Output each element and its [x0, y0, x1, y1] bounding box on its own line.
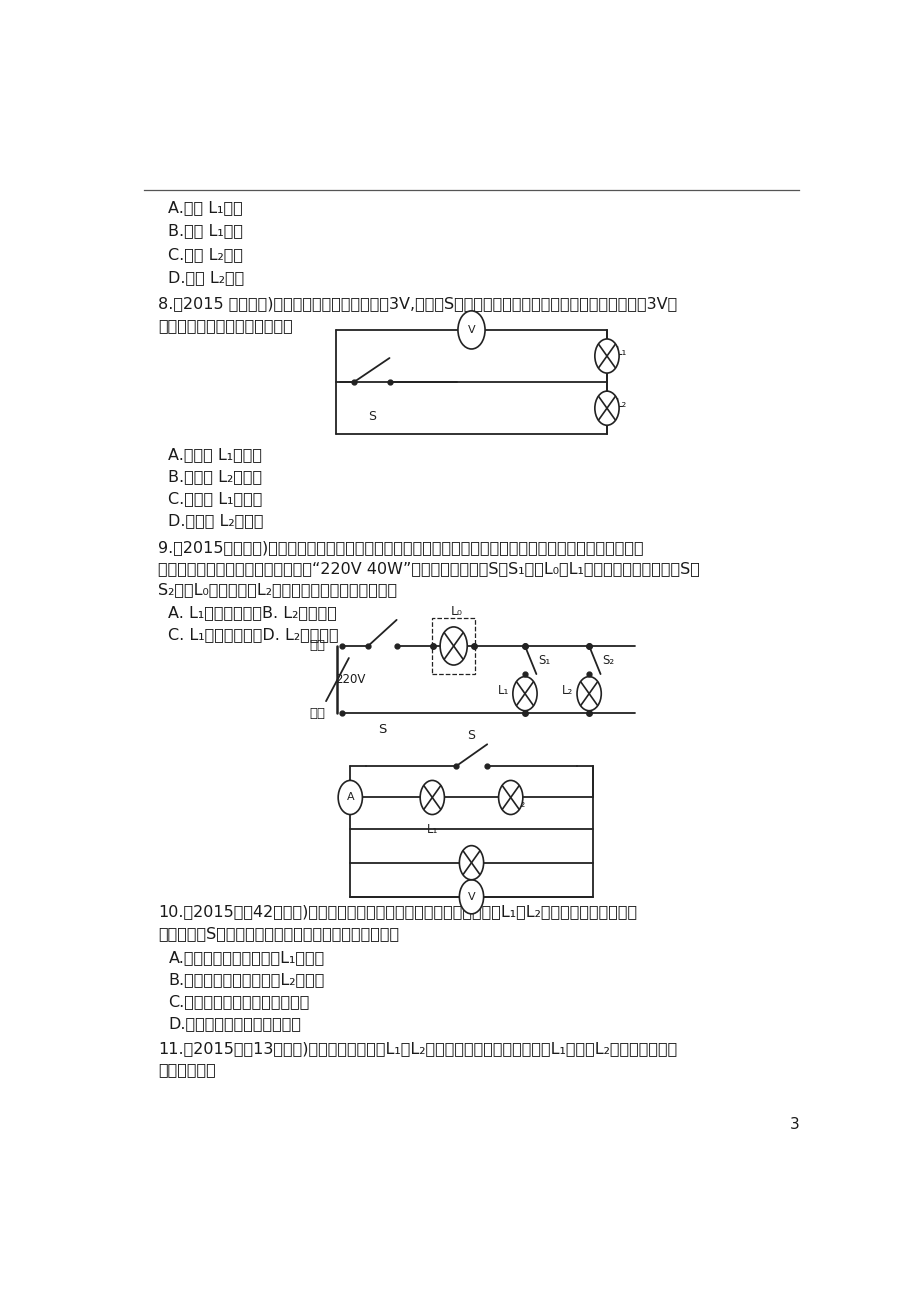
Text: C.　灯 L₂断路: C. 灯 L₂断路	[168, 246, 244, 262]
Circle shape	[439, 627, 467, 665]
Bar	[432, 618, 474, 674]
Text: B.　电压表有示数，灯泡L₂不发光: B. 电压表有示数，灯泡L₂不发光	[168, 972, 324, 988]
Text: 火线: 火线	[309, 640, 325, 653]
Text: A: A	[346, 792, 354, 803]
Text: L₂: L₂	[615, 396, 626, 409]
Text: L₁: L₁	[426, 822, 437, 835]
Text: D.　灯泡 L₂处断路: D. 灯泡 L₂处断路	[168, 513, 264, 529]
Text: 零线: 零线	[309, 706, 325, 719]
Text: L₀: L₀	[450, 605, 462, 618]
Circle shape	[458, 311, 484, 349]
Text: S: S	[378, 723, 386, 736]
Text: B.　灯泡 L₂处短路: B. 灯泡 L₂处短路	[168, 469, 262, 485]
Text: S₁: S₁	[538, 654, 550, 667]
Text: A.　灯 L₁短路: A. 灯 L₁短路	[168, 201, 243, 215]
Text: C.　电压表和电流表都没有示数: C. 电压表和电流表都没有示数	[168, 994, 310, 1009]
Text: 11.（2015沧州13中一模)如图所示的电路，L₁和L₂是相同的灯泡，闭合开关后，L₁不亮，L₂发光，电路故障: 11.（2015沧州13中一模)如图所示的电路，L₁和L₂是相同的灯泡，闭合开关…	[158, 1041, 676, 1057]
Text: A.　灯泡 L₁处短路: A. 灯泡 L₁处短路	[168, 447, 262, 463]
Circle shape	[595, 391, 618, 425]
Text: A.　电压表无示数，灯泡L₁不发光: A. 电压表无示数，灯泡L₁不发光	[168, 950, 324, 966]
Text: 9.（2015龙东中考)如图是新安装的照明电路，已知两个灯泡并联，灯泡的灯头接线存在一处故障，小刚学电: 9.（2015龙东中考)如图是新安装的照明电路，已知两个灯泡并联，灯泡的灯头接线…	[158, 539, 642, 555]
Text: 8.（2015 泰安中考)如图所示电路，电源电压为3V,当开关S闭合后，只有一盏灯泡发光且电压表的示数为3V，: 8.（2015 泰安中考)如图所示电路，电源电压为3V,当开关S闭合后，只有一盏…	[158, 296, 676, 311]
Circle shape	[459, 880, 483, 913]
Text: 220V: 220V	[335, 674, 365, 687]
Text: 工的检修方法，在保险丝处接入一个“220V 40W”的灯泡，当只闭合S、S₁时，L₀和L₁都呈暗红色；当只闭合S、: 工的检修方法，在保险丝处接入一个“220V 40W”的灯泡，当只闭合S、S₁时，…	[158, 560, 698, 576]
Circle shape	[338, 780, 362, 814]
Text: C.　灯泡 L₁处断路: C. 灯泡 L₁处断路	[168, 491, 263, 507]
Text: L₁: L₁	[615, 344, 626, 357]
Text: 10.（2015石害42中二模)如图所示的电路中，电源电压保持不变，灯泡L₁或L₂中有一个发生了短路故: 10.（2015石害42中二模)如图所示的电路中，电源电压保持不变，灯泡L₁或L…	[158, 904, 636, 919]
Text: S: S	[368, 410, 375, 423]
Text: C. L₁灯头短路　　D. L₂灯头断路: C. L₁灯头短路 D. L₂灯头断路	[168, 627, 339, 642]
Text: D.　灯 L₂短路: D. 灯 L₂短路	[168, 270, 244, 285]
Text: V: V	[467, 324, 475, 335]
Text: V: V	[467, 891, 475, 902]
Text: D.　电压表和电流表都有示数: D. 电压表和电流表都有示数	[168, 1016, 301, 1031]
Circle shape	[420, 780, 444, 814]
Text: 3: 3	[789, 1117, 799, 1131]
Text: S: S	[467, 730, 475, 743]
Text: L₂: L₂	[515, 797, 526, 810]
Text: L₂: L₂	[562, 684, 573, 697]
Circle shape	[595, 339, 618, 373]
Text: B.　灯 L₁断路: B. 灯 L₁断路	[168, 224, 244, 238]
Text: S₂时，L₀正常发光，L₂不发光，由此可以确定（　）: S₂时，L₀正常发光，L₂不发光，由此可以确定（ ）	[158, 581, 396, 597]
Text: 可能是（　）: 可能是（ ）	[158, 1062, 215, 1078]
Text: A. L₁灯头断路　　B. L₂灯头短路: A. L₁灯头断路 B. L₂灯头短路	[168, 605, 337, 620]
Circle shape	[512, 676, 537, 710]
Text: S₂: S₂	[601, 654, 614, 667]
Circle shape	[576, 676, 601, 710]
Circle shape	[498, 780, 522, 814]
Text: 产生这一现象的原因可能是　）: 产生这一现象的原因可能是 ）	[158, 318, 292, 332]
Text: 障，当开关S闭合时，下列现象中不可能出现的是（　）: 障，当开关S闭合时，下列现象中不可能出现的是（ ）	[158, 926, 399, 941]
Circle shape	[459, 846, 483, 880]
Text: L₁: L₁	[497, 684, 509, 697]
